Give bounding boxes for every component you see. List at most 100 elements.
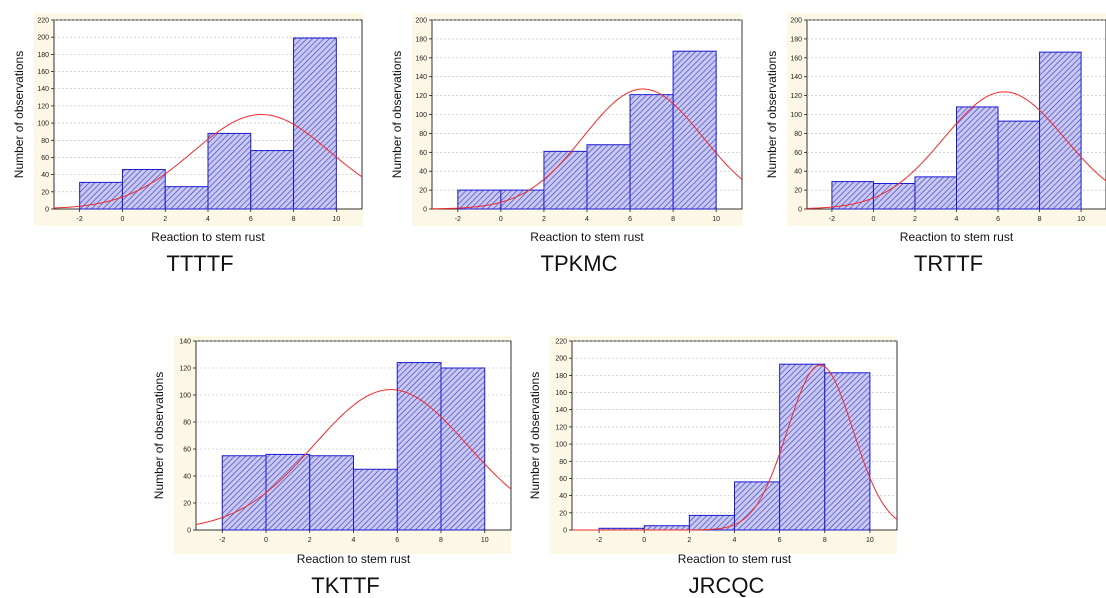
chart-jrcqc: 0 20 40 60 80 100 120 140 160 180 200 220 -2 0 2 4 6 8 10 R… — [528, 336, 898, 598]
x-tick-label: 10 — [481, 537, 489, 544]
y-tick-label: 200 — [415, 18, 427, 25]
chart-title: TRTTF — [914, 251, 983, 276]
x-tick-label: 2 — [163, 216, 167, 223]
y-axis-label: Number of observations — [390, 51, 404, 178]
normal-fit-curve — [572, 364, 898, 531]
y-tick-label: 220 — [555, 339, 567, 346]
x-tick-label: 8 — [823, 537, 827, 544]
x-tick-label: 6 — [778, 537, 782, 544]
histogram-bar — [207, 132, 252, 210]
x-tick-label: 0 — [120, 216, 124, 223]
x-axis-label: Reaction to stem rust — [900, 230, 1014, 244]
chart-trttf: 0 20 40 60 80 100 120 140 160 180 200 -2 0 2 4 6 8 10 Reac… — [765, 13, 1106, 276]
normal-fit-curve — [53, 113, 363, 209]
y-tick-label: 40 — [419, 169, 427, 176]
histogram-bar — [872, 182, 916, 210]
y-tick-label: 100 — [555, 442, 567, 449]
histogram-bar — [997, 120, 1041, 210]
x-tick-label: 0 — [871, 216, 875, 223]
x-tick-label: 8 — [1038, 216, 1042, 223]
y-tick-label: 40 — [794, 169, 802, 176]
histogram-bar — [79, 181, 123, 210]
x-tick-label: 2 — [308, 537, 312, 544]
y-axis-label: Number of observations — [152, 372, 166, 499]
histogram-bar — [643, 525, 690, 531]
histogram-bar — [734, 481, 781, 531]
x-tick-label: 8 — [671, 216, 675, 223]
histogram-bar — [672, 50, 717, 210]
y-tick-label: 140 — [37, 86, 49, 93]
x-tick-label: 4 — [585, 216, 589, 223]
y-axis-label: Number of observations — [765, 51, 779, 178]
y-tick-label: 200 — [790, 18, 802, 25]
x-tick-label: 2 — [687, 537, 691, 544]
y-tick-label: 100 — [415, 112, 427, 119]
y-tick-label: 60 — [183, 447, 191, 454]
histogram-bar — [824, 372, 871, 531]
x-tick-label: 0 — [264, 537, 268, 544]
histogram-bar — [396, 362, 442, 531]
y-tick-label: 100 — [37, 121, 49, 128]
y-tick-label: 80 — [41, 138, 49, 145]
y-tick-label: 60 — [41, 155, 49, 162]
normal-fit-curve — [431, 88, 743, 210]
x-tick-label: 10 — [1077, 216, 1085, 223]
y-tick-label: 40 — [559, 493, 567, 500]
y-tick-label: 180 — [415, 36, 427, 43]
y-tick-label: 160 — [555, 390, 567, 397]
y-tick-label: 80 — [419, 131, 427, 138]
normal-fit-curve — [806, 91, 1106, 209]
y-tick-label: 160 — [790, 55, 802, 62]
y-tick-label: 160 — [415, 55, 427, 62]
y-tick-label: 140 — [179, 339, 191, 346]
histogram-bar — [956, 106, 999, 210]
x-tick-label: 4 — [206, 216, 210, 223]
x-tick-label: 10 — [712, 216, 720, 223]
y-tick-label: 20 — [419, 188, 427, 195]
y-tick-label: 120 — [790, 93, 802, 100]
x-tick-label: 4 — [352, 537, 356, 544]
x-tick-label: 2 — [913, 216, 917, 223]
y-tick-label: 60 — [419, 150, 427, 157]
x-tick-label: 2 — [542, 216, 546, 223]
y-tick-label: 140 — [415, 74, 427, 81]
x-tick-label: 8 — [439, 537, 443, 544]
y-tick-label: 120 — [37, 103, 49, 110]
y-tick-label: 0 — [798, 207, 802, 214]
y-tick-label: 40 — [41, 172, 49, 179]
chart-tpkmc: 0 20 40 60 80 100 120 140 160 180 200 -2 0 2 4 6 8 10 Reac… — [390, 13, 743, 276]
chart-title: TKTTF — [311, 573, 379, 598]
y-axis-label: Number of observations — [12, 51, 26, 178]
histogram-bar — [688, 514, 735, 531]
x-tick-label: -2 — [829, 216, 835, 223]
y-tick-label: 120 — [415, 93, 427, 100]
y-tick-label: 0 — [563, 528, 567, 535]
histogram-bar — [831, 181, 874, 210]
x-tick-label: 10 — [866, 537, 874, 544]
chart-ttttf: 0 20 40 60 80 100 120 140 160 180 200 220 -2 0 2 4 6 8 10 R… — [12, 13, 363, 276]
x-tick-label: 0 — [642, 537, 646, 544]
normal-fit-curve — [195, 389, 512, 525]
y-tick-label: 0 — [45, 207, 49, 214]
x-tick-label: -2 — [455, 216, 461, 223]
histogram-bar — [629, 94, 674, 210]
y-tick-label: 180 — [555, 373, 567, 380]
y-axis-label: Number of observations — [528, 372, 542, 499]
histogram-bar — [309, 455, 354, 531]
chart-title: TPKMC — [541, 251, 618, 276]
y-tick-label: 120 — [555, 424, 567, 431]
y-tick-label: 200 — [37, 35, 49, 42]
histogram-bar — [293, 37, 337, 210]
y-tick-label: 120 — [179, 366, 191, 373]
histogram-bar — [121, 168, 166, 210]
y-tick-label: 80 — [794, 131, 802, 138]
y-tick-label: 160 — [37, 69, 49, 76]
chart-title: TTTTF — [166, 251, 233, 276]
y-tick-label: 20 — [559, 510, 567, 517]
y-tick-label: 220 — [37, 18, 49, 25]
histogram-bar — [914, 176, 958, 210]
histogram-bar — [250, 150, 295, 210]
histogram-bar — [164, 186, 209, 210]
y-tick-label: 100 — [790, 112, 802, 119]
